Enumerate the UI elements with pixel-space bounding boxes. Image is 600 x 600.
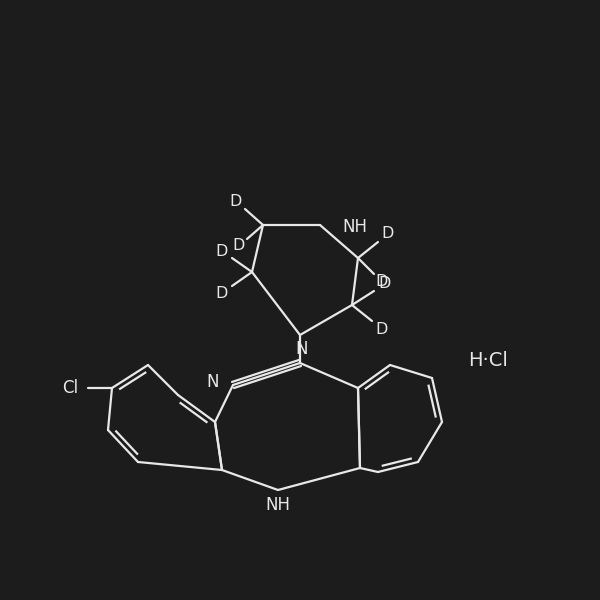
Text: Cl: Cl (62, 379, 78, 397)
Text: D: D (379, 277, 391, 292)
Text: N: N (206, 373, 219, 391)
Text: D: D (216, 244, 228, 259)
Text: D: D (376, 322, 388, 337)
Text: D: D (216, 286, 228, 301)
Text: NH: NH (265, 496, 290, 514)
Text: D: D (233, 238, 245, 253)
Text: N: N (296, 340, 308, 358)
Text: NH: NH (342, 218, 367, 236)
Text: H·Cl: H·Cl (468, 350, 508, 370)
Text: D: D (382, 226, 394, 241)
Text: D: D (230, 193, 242, 208)
Text: D: D (376, 275, 388, 289)
